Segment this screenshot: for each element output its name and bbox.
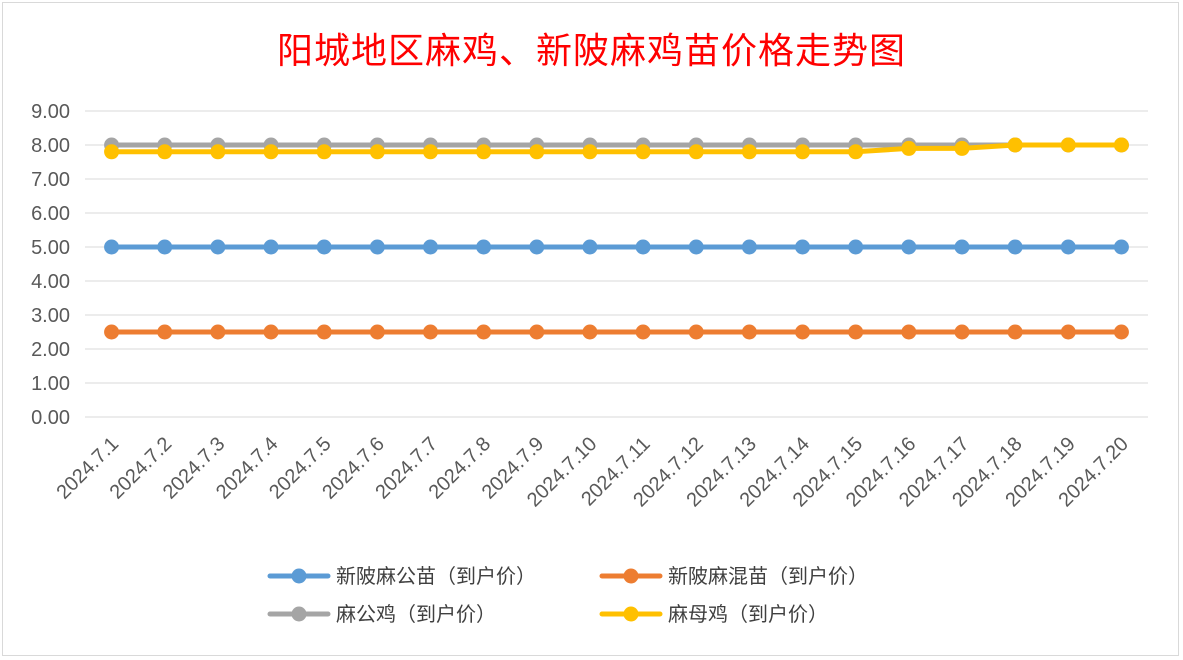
- data-point: [582, 324, 598, 340]
- data-point: [369, 144, 385, 160]
- data-point: [1113, 239, 1129, 255]
- data-point: [316, 144, 332, 160]
- data-point: [422, 239, 438, 255]
- legend-label: 麻母鸡（到户价）: [668, 602, 828, 626]
- data-point: [901, 239, 917, 255]
- data-point: [104, 324, 120, 340]
- legend-swatch-marker: [623, 568, 639, 584]
- legend-entry: 麻公鸡（到户价）: [267, 602, 496, 626]
- data-point: [901, 140, 917, 156]
- data-point: [104, 144, 120, 160]
- series-2: [104, 324, 1129, 340]
- data-point: [954, 140, 970, 156]
- data-point: [688, 144, 704, 160]
- data-point: [635, 239, 651, 255]
- legend-swatch-marker: [291, 568, 307, 584]
- data-point: [1060, 137, 1076, 153]
- data-point: [741, 239, 757, 255]
- legend-entry: 新陂麻公苗（到户价）: [267, 564, 536, 588]
- data-point: [476, 144, 492, 160]
- data-point: [635, 144, 651, 160]
- legend-label: 新陂麻公苗（到户价）: [336, 564, 536, 588]
- data-point: [848, 144, 864, 160]
- data-point: [741, 144, 757, 160]
- data-point: [1113, 137, 1129, 153]
- data-point: [529, 324, 545, 340]
- data-point: [795, 324, 811, 340]
- data-point: [529, 144, 545, 160]
- data-point: [422, 144, 438, 160]
- data-point: [1007, 324, 1023, 340]
- data-point: [476, 239, 492, 255]
- y-tick-label: 0.00: [31, 407, 70, 429]
- data-point: [741, 324, 757, 340]
- data-point: [848, 239, 864, 255]
- data-point: [582, 239, 598, 255]
- data-point: [369, 324, 385, 340]
- data-point: [263, 324, 279, 340]
- data-point: [582, 144, 598, 160]
- data-point: [316, 239, 332, 255]
- y-tick-label: 5.00: [31, 237, 70, 259]
- legend-label: 麻公鸡（到户价）: [336, 602, 496, 626]
- data-point: [529, 239, 545, 255]
- data-point: [1113, 324, 1129, 340]
- data-point: [157, 324, 173, 340]
- y-tick-label: 1.00: [31, 373, 70, 395]
- data-point: [476, 324, 492, 340]
- data-point: [954, 239, 970, 255]
- data-point: [635, 324, 651, 340]
- data-point: [210, 144, 226, 160]
- y-tick-label: 7.00: [31, 169, 70, 191]
- data-point: [1007, 239, 1023, 255]
- data-point: [688, 239, 704, 255]
- y-tick-label: 6.00: [31, 203, 70, 225]
- legend-entry: 新陂麻混苗（到户价）: [599, 564, 868, 588]
- y-tick-label: 9.00: [31, 101, 70, 123]
- y-tick-label: 4.00: [31, 271, 70, 293]
- series-1: [104, 239, 1129, 255]
- data-point: [1007, 137, 1023, 153]
- data-point: [901, 324, 917, 340]
- data-point: [1060, 239, 1076, 255]
- legend-swatch-marker: [623, 606, 639, 622]
- data-point: [795, 144, 811, 160]
- legend-entry: 麻母鸡（到户价）: [599, 602, 828, 626]
- y-tick-label: 2.00: [31, 339, 70, 361]
- y-tick-label: 3.00: [31, 305, 70, 327]
- data-point: [210, 324, 226, 340]
- series-4: [104, 137, 1129, 160]
- data-point: [848, 324, 864, 340]
- legend-label: 新陂麻混苗（到户价）: [668, 564, 868, 588]
- series-line: [109, 142, 1124, 155]
- legend-swatch-marker: [291, 606, 307, 622]
- data-point: [369, 239, 385, 255]
- y-tick-label: 8.00: [31, 135, 70, 157]
- data-point: [954, 324, 970, 340]
- data-point: [157, 144, 173, 160]
- chart-title: 阳城地区麻鸡、新陂麻鸡苗价格走势图: [276, 31, 906, 72]
- data-point: [157, 239, 173, 255]
- data-point: [210, 239, 226, 255]
- data-point: [104, 239, 120, 255]
- data-point: [1060, 324, 1076, 340]
- data-point: [316, 324, 332, 340]
- data-point: [688, 324, 704, 340]
- data-point: [795, 239, 811, 255]
- data-point: [263, 144, 279, 160]
- data-point: [263, 239, 279, 255]
- data-point: [422, 324, 438, 340]
